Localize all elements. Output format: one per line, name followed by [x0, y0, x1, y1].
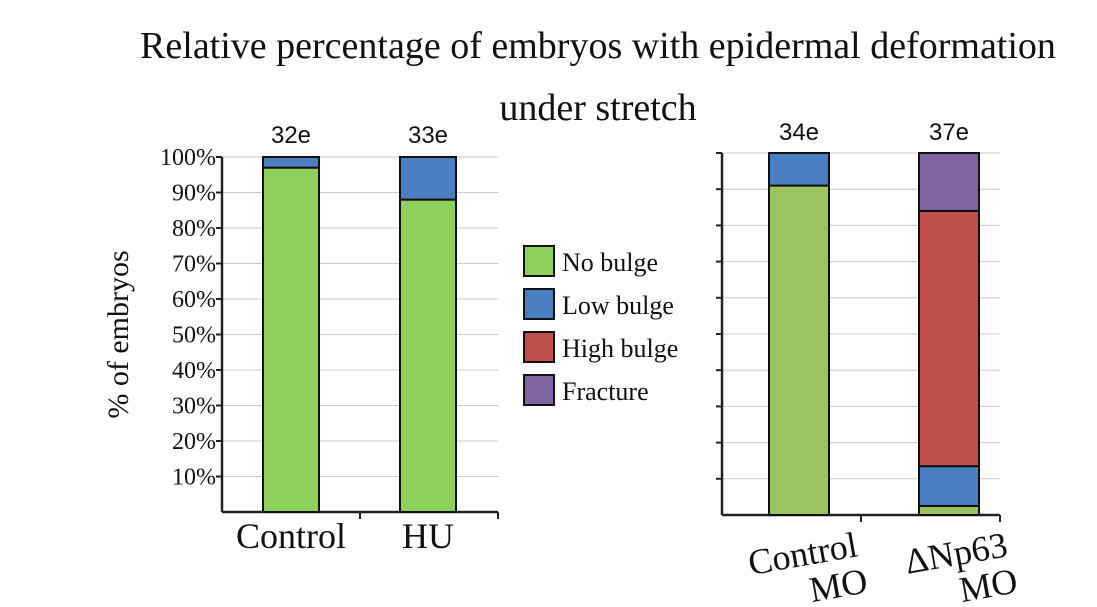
legend-swatch-low-bulge [523, 288, 555, 320]
left-chart-panel: 10% 20% 30% 40% 50% 60% 70% 80% 90% 100% % of embr… [102, 122, 499, 556]
y-axis-label: % of embryos [102, 250, 135, 418]
left-bar-no-bulge-segment [262, 166, 320, 513]
legend-label-no-bulge: No bulge [562, 248, 658, 277]
legend-label-high-bulge: High bulge [562, 334, 678, 363]
left-category-label: Control [236, 516, 346, 556]
left-bar-no-bulge-segment [399, 198, 457, 513]
right-category-label: MO [956, 560, 1020, 607]
y-tick-label: 30% [172, 394, 216, 420]
y-tick-label: 90% [172, 181, 216, 207]
left-category-label: HU [402, 516, 454, 556]
right-bar-count-label: 37e [929, 119, 969, 146]
left-bar-low-bulge-segment [399, 156, 457, 201]
y-tick-label: 60% [172, 287, 216, 313]
y-tick-label: 80% [172, 216, 216, 242]
right-bar-low-bulge-segment [918, 465, 980, 507]
chart-title-line-2: under stretch [499, 87, 696, 129]
left-bar-count-label: 33e [408, 122, 448, 149]
right-bar-no-bulge-segment [918, 504, 980, 517]
right-bar-low-bulge-segment [768, 152, 830, 187]
right-category-label: MO [806, 560, 870, 607]
right-bar-high-bulge-segment [918, 209, 980, 468]
right-bar-no-bulge-segment [768, 184, 830, 517]
legend-label-low-bulge: Low bulge [562, 291, 674, 320]
y-tick-label: 40% [172, 358, 216, 384]
chart-legend: No bulge Low bulge High bulge Fracture [523, 245, 678, 406]
left-bar-low-bulge-segment [262, 156, 320, 169]
right-bar-fracture-segment [918, 152, 980, 212]
y-tick-label: 50% [172, 323, 216, 349]
right-bar-count-label: 34e [779, 119, 819, 146]
chart-title-line-1: Relative percentage of embryos with epid… [140, 25, 1056, 67]
y-tick-label: 10% [172, 465, 216, 491]
legend-label-fracture: Fracture [562, 377, 649, 406]
y-tick-label: 70% [172, 252, 216, 278]
y-tick-label: 100% [160, 145, 216, 171]
y-tick-label: 20% [172, 429, 216, 455]
legend-swatch-fracture [523, 374, 555, 406]
left-bar-count-label: 32e [271, 122, 311, 149]
legend-swatch-high-bulge [523, 331, 555, 363]
legend-swatch-no-bulge [523, 245, 555, 277]
